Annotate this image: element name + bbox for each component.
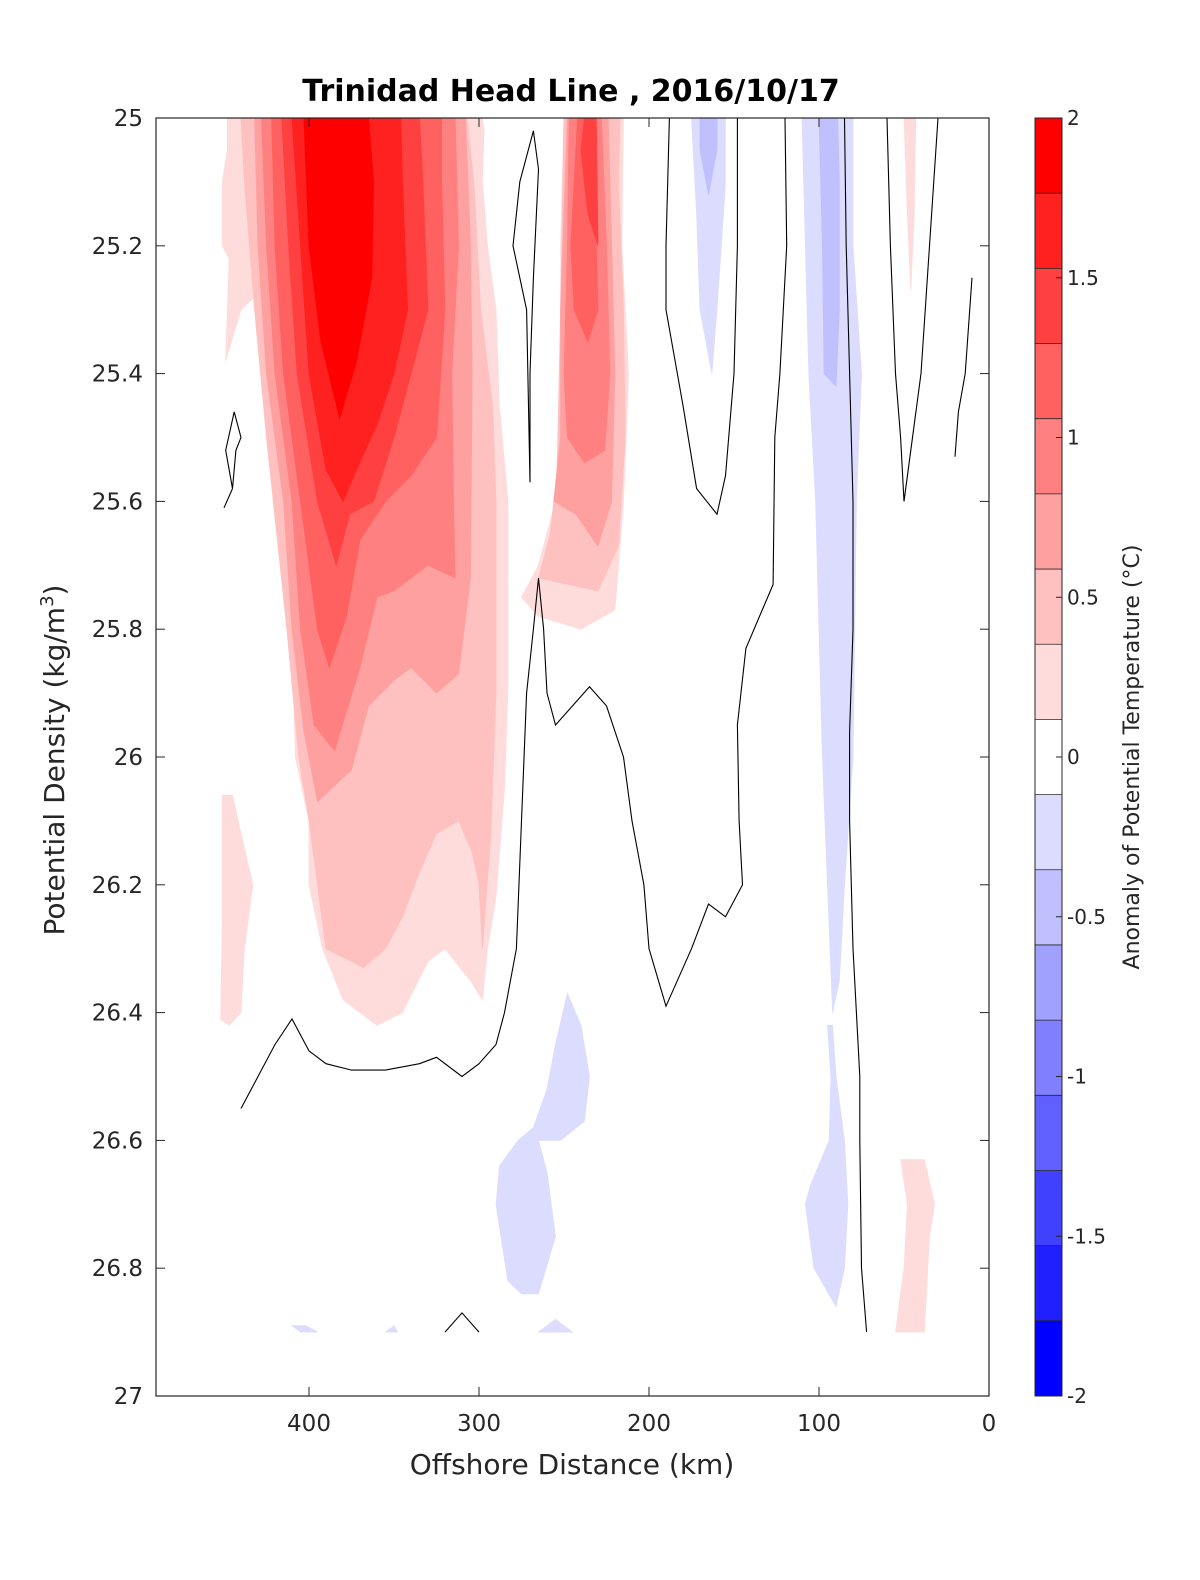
zero-contour-line-7 <box>886 118 939 502</box>
colorbar-band <box>1035 794 1062 870</box>
colorbar-band <box>1035 193 1062 269</box>
colorbar-band <box>1035 268 1062 344</box>
colorbar-tick-label: 1.5 <box>1067 266 1099 290</box>
y-tick-label: 26.4 <box>92 1001 143 1027</box>
zero-contour-line-2 <box>225 411 242 489</box>
colorbar-tick-label: -1 <box>1067 1065 1087 1089</box>
y-tick-label: 26.2 <box>92 873 143 899</box>
anomaly-region-15 <box>580 118 599 246</box>
colorbar-tick-label: -0.5 <box>1067 905 1106 929</box>
anomaly-region-18 <box>691 118 726 374</box>
colorbar-tick-label: -2 <box>1067 1384 1087 1408</box>
y-tick-label: 27 <box>114 1384 143 1410</box>
anomaly-region-17 <box>303 118 375 420</box>
y-tick-label: 25 <box>114 106 143 132</box>
zero-contour-line-6 <box>843 118 868 1333</box>
anomaly-region-22 <box>290 1325 318 1333</box>
y-tick-label: 25.6 <box>92 489 143 515</box>
colorbar-band <box>1035 118 1062 194</box>
anomaly-region-5 <box>895 1159 936 1333</box>
anomaly-region-19 <box>801 118 862 1013</box>
colorbar-band <box>1035 1095 1062 1171</box>
x-tick-label: 300 <box>457 1411 501 1437</box>
colorbar-tick-label: 1 <box>1067 426 1080 450</box>
colorbar-tick-label: 0.5 <box>1067 585 1099 609</box>
x-axis-label: Offshore Distance (km) <box>410 1448 735 1481</box>
anomaly-region-25 <box>699 118 718 195</box>
colorbar-tick-label: 0 <box>1067 745 1080 769</box>
y-axis-label-sup: 3 <box>37 595 58 606</box>
colorbar-band <box>1035 1245 1062 1321</box>
colorbar-band <box>1035 418 1062 494</box>
y-tick-label: 25.4 <box>92 362 143 388</box>
zero-contour-line-3 <box>240 118 788 1109</box>
colorbar-tick-label: -1.5 <box>1067 1224 1106 1248</box>
colorbar: 2 1.5 1 0.5 0 -0.5 -1 -1.5 -2 <box>1034 106 1106 1408</box>
zero-contour-line-9 <box>444 1312 480 1333</box>
chart-title: Trinidad Head Line , 2016/10/17 <box>302 74 839 109</box>
colorbar-band <box>1035 1320 1062 1396</box>
colorbar-band <box>1035 644 1062 720</box>
y-tick-label: 25.8 <box>92 617 143 643</box>
x-tick-label: 100 <box>797 1411 841 1437</box>
anomaly-region-20 <box>495 992 590 1295</box>
y-tick-label: 26.6 <box>92 1128 143 1154</box>
zero-contour-line-1 <box>223 488 234 509</box>
anomaly-region-21 <box>804 1025 849 1308</box>
anomaly-region-4 <box>903 118 917 291</box>
anomaly-region-26 <box>818 118 840 388</box>
colorbar-band <box>1035 343 1062 419</box>
colorbar-label: Anomaly of Potential Temperature (°C) <box>1120 545 1145 970</box>
x-tick-label: 200 <box>627 1411 671 1437</box>
y-tick-label: 26.8 <box>92 1256 143 1282</box>
colorbar-band <box>1035 1020 1062 1096</box>
colorbar-tick-label: 2 <box>1067 106 1080 130</box>
y-axis-label-main: Potential Density (kg/m <box>38 607 71 936</box>
anomaly-region-24 <box>537 1318 574 1333</box>
anomaly-fill-layer <box>220 118 936 1333</box>
colorbar-band <box>1035 1170 1062 1246</box>
colorbar-band <box>1035 944 1062 1021</box>
zero-contour-layer <box>223 118 973 1333</box>
colorbar-band <box>1035 569 1062 645</box>
y-tick-label: 25.2 <box>92 234 143 260</box>
colorbar-band <box>1035 493 1062 570</box>
colorbar-band <box>1035 869 1062 945</box>
zero-contour-line-5 <box>665 118 738 516</box>
anomaly-region-23 <box>384 1325 399 1333</box>
y-tick-label: 26 <box>114 745 143 771</box>
zero-contour-line-8 <box>954 277 973 457</box>
zero-contour-line-4 <box>512 130 540 483</box>
x-tick-label: 0 <box>982 1411 997 1437</box>
axis-ticks: 400 300 200 100 0 25 25.2 25.4 25.6 25.8 26 26.2 26.… <box>92 106 997 1437</box>
y-axis-label: Potential Density (kg/m3) <box>37 585 71 936</box>
anomaly-region-2 <box>220 794 254 1026</box>
y-axis-label-close: ) <box>38 585 71 596</box>
x-tick-label: 400 <box>287 1411 331 1437</box>
